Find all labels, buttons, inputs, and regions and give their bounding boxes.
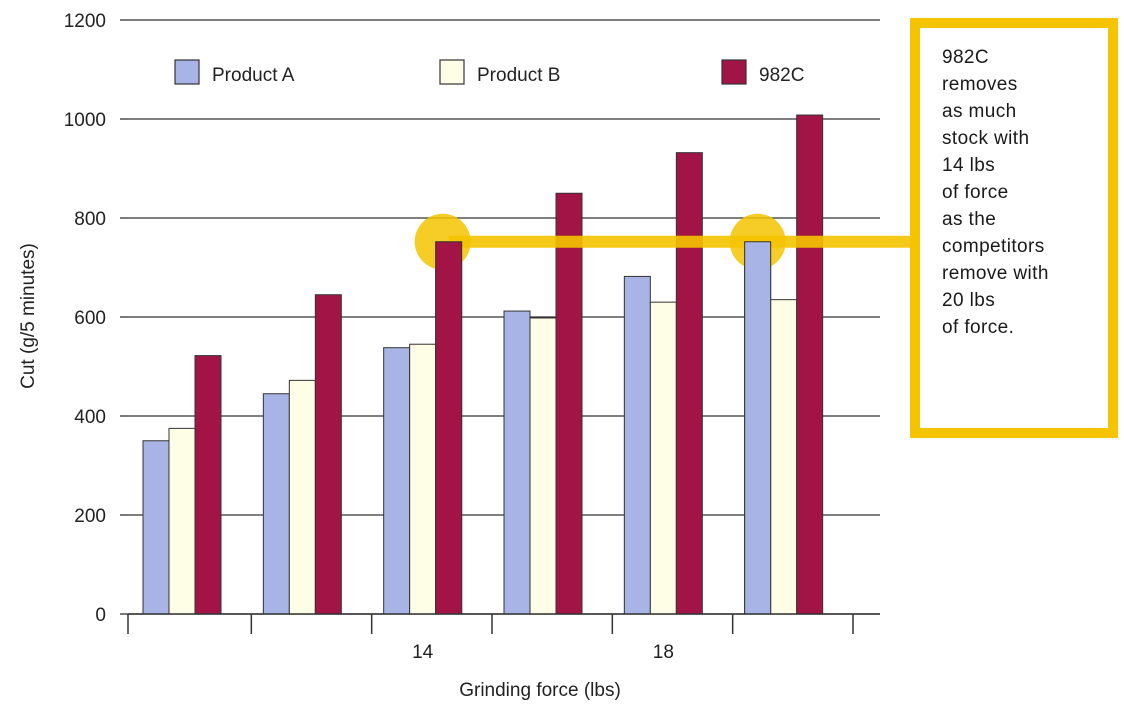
- x-axis-label: Grinding force (lbs): [459, 680, 621, 701]
- bar: [503, 310, 531, 615]
- x-tick-label: 18: [653, 642, 674, 663]
- y-tick-label: 800: [74, 209, 106, 230]
- bar: [623, 275, 651, 615]
- legend-label: Product A: [212, 65, 295, 86]
- legend-swatch: [439, 59, 465, 85]
- bar: [529, 317, 557, 615]
- y-tick-labels: 0 200 400 600 800 1000 1200: [64, 11, 106, 626]
- bar: [194, 355, 222, 615]
- y-tick-label: 600: [74, 308, 106, 329]
- callout-box: 982C removes as much stock with 14 lbs o…: [910, 18, 1118, 438]
- bar: [288, 379, 316, 615]
- bar: [435, 241, 463, 615]
- bar: [262, 393, 290, 615]
- bars: [142, 114, 824, 615]
- y-tick-label: 0: [95, 605, 106, 626]
- legend-swatch: [174, 59, 200, 85]
- bar: [796, 114, 824, 615]
- y-axis-label: Cut (g/5 minutes): [18, 243, 39, 389]
- bar: [314, 294, 342, 615]
- bar: [675, 152, 703, 615]
- y-tick-label: 400: [74, 407, 106, 428]
- legend-swatch: [721, 59, 747, 85]
- x-axis: 14 18: [127, 613, 880, 663]
- legend-label: Product B: [477, 65, 560, 86]
- bar: [409, 343, 437, 615]
- x-tick-label: 14: [412, 642, 434, 663]
- bar: [649, 301, 677, 615]
- legend-label: 982C: [759, 65, 804, 86]
- bar: [168, 427, 196, 615]
- y-tick-label: 200: [74, 506, 106, 527]
- y-tick-label: 1200: [64, 11, 106, 32]
- y-tick-label: 1000: [64, 110, 106, 131]
- bar: [744, 241, 772, 615]
- legend: Product A Product B 982C: [174, 59, 804, 86]
- callout-text: 982C removes as much stock with 14 lbs o…: [942, 47, 1049, 338]
- bar: [555, 192, 583, 615]
- bar: [383, 347, 411, 615]
- highlight-annotation: [414, 213, 920, 615]
- bar: [142, 440, 170, 615]
- bar: [770, 299, 798, 615]
